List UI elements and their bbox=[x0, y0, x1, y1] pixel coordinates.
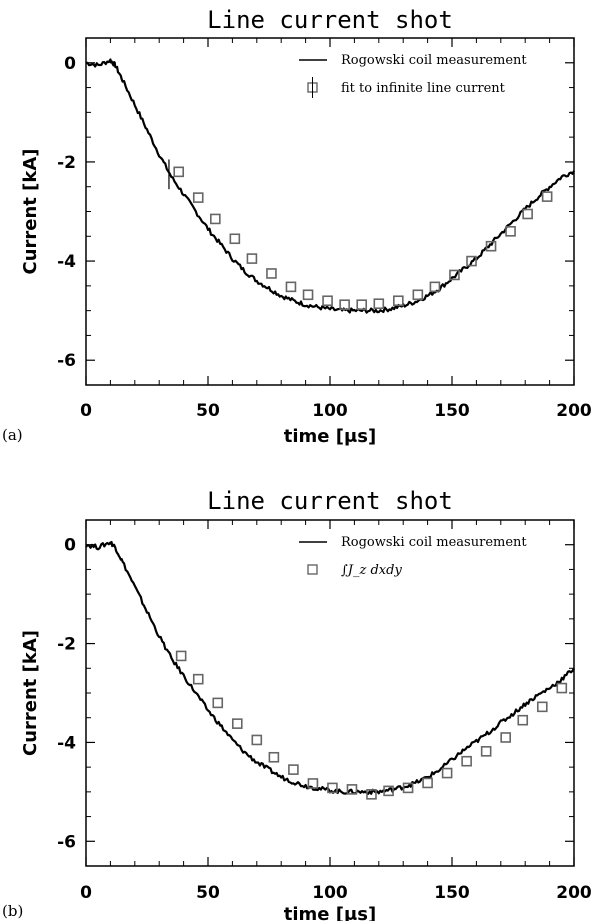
y-axis-label: Current [kA] bbox=[20, 148, 41, 274]
square-marker-point bbox=[346, 784, 358, 795]
chart-panel-a: Line current shot 0 50 100 150 200 0 -2 -4 -6 time… bbox=[2, 6, 592, 447]
square-marker-point bbox=[192, 673, 204, 685]
square-marker-point bbox=[175, 650, 187, 662]
square-marker-point bbox=[210, 213, 221, 225]
square-marker-point bbox=[449, 269, 460, 281]
square-marker-point bbox=[556, 682, 568, 694]
y-tick-label: -4 bbox=[57, 252, 76, 272]
square-marker-point bbox=[288, 764, 299, 775]
square-marker-point bbox=[422, 777, 433, 789]
chart-title: Line current shot bbox=[207, 487, 453, 515]
legend-line-label: Rogowski coil measurement bbox=[341, 535, 527, 550]
square-marker-point bbox=[383, 785, 394, 797]
x-tick-label: 0 bbox=[80, 883, 92, 903]
chart-title: Line current shot bbox=[207, 6, 453, 34]
square-marker-point bbox=[322, 295, 333, 307]
y-tick-label: -6 bbox=[57, 351, 76, 371]
x-tick-label: 100 bbox=[312, 883, 348, 903]
square-marker-point bbox=[192, 192, 204, 203]
x-tick-label: 50 bbox=[196, 401, 220, 421]
square-marker-point bbox=[485, 240, 497, 252]
x-tick-label: 150 bbox=[434, 883, 470, 903]
square-marker-point bbox=[402, 782, 414, 794]
square-marker-point bbox=[541, 191, 553, 202]
x-axis-label: time [μs] bbox=[284, 426, 376, 447]
panel-label: (b) bbox=[2, 902, 23, 920]
square-marker-point bbox=[536, 701, 548, 713]
square-marker-point bbox=[517, 714, 529, 726]
y-tick-label: -2 bbox=[57, 635, 76, 655]
chart-panel-b: Line current shot 0 50 100 150 200 0 -2 -4 -6 time… bbox=[2, 487, 592, 921]
square-marker-point bbox=[356, 299, 368, 310]
x-tick-label: 0 bbox=[80, 401, 92, 421]
square-marker-point bbox=[441, 767, 453, 779]
square-marker-point bbox=[466, 255, 477, 267]
square-marker-point bbox=[412, 289, 424, 301]
x-tick-label: 50 bbox=[196, 883, 220, 903]
square-marker-point bbox=[500, 732, 511, 743]
legend-marker-label: fit to infinite line current bbox=[341, 81, 506, 96]
x-tick-label: 200 bbox=[556, 401, 592, 421]
square-marker-point bbox=[251, 734, 263, 746]
square-marker-point bbox=[246, 253, 258, 264]
series-line-rogowski bbox=[86, 58, 575, 314]
square-marker-point bbox=[212, 697, 224, 709]
series-line-rogowski bbox=[85, 540, 575, 795]
square-marker-point bbox=[461, 755, 472, 767]
legend-marker-label: ∫J_z dxdy bbox=[341, 563, 402, 578]
square-marker-point bbox=[285, 281, 297, 293]
square-marker-point bbox=[429, 281, 441, 293]
x-tick-label: 150 bbox=[434, 401, 470, 421]
x-tick-label: 200 bbox=[556, 883, 592, 903]
square-marker-point bbox=[480, 746, 492, 757]
x-axis-label: time [μs] bbox=[284, 904, 376, 921]
square-marker-point bbox=[307, 778, 319, 789]
square-marker-point bbox=[339, 299, 350, 310]
y-tick-label: -4 bbox=[57, 733, 76, 753]
square-marker-point bbox=[327, 782, 338, 794]
plot-frame bbox=[85, 519, 575, 867]
square-marker-point bbox=[505, 226, 516, 237]
square-marker-point bbox=[231, 718, 243, 729]
square-marker-point bbox=[173, 166, 185, 178]
square-marker-point bbox=[268, 751, 280, 763]
square-marker-point bbox=[302, 289, 314, 301]
legend-line-label: Rogowski coil measurement bbox=[341, 53, 527, 68]
square-marker-point bbox=[366, 789, 377, 800]
square-marker-point bbox=[522, 208, 533, 220]
panel-label: (a) bbox=[2, 426, 23, 444]
y-axis-label: Current [kA] bbox=[20, 630, 41, 756]
y-tick-label: -6 bbox=[57, 832, 76, 852]
y-tick-label: 0 bbox=[64, 54, 76, 74]
square-marker-point bbox=[373, 298, 385, 310]
legend-marker-swatch bbox=[307, 564, 318, 575]
square-marker-point bbox=[393, 295, 404, 307]
y-tick-label: 0 bbox=[64, 536, 76, 556]
square-marker-point bbox=[266, 268, 277, 279]
y-tick-label: -2 bbox=[57, 153, 76, 173]
square-marker-point bbox=[229, 233, 241, 245]
x-tick-label: 100 bbox=[312, 401, 348, 421]
